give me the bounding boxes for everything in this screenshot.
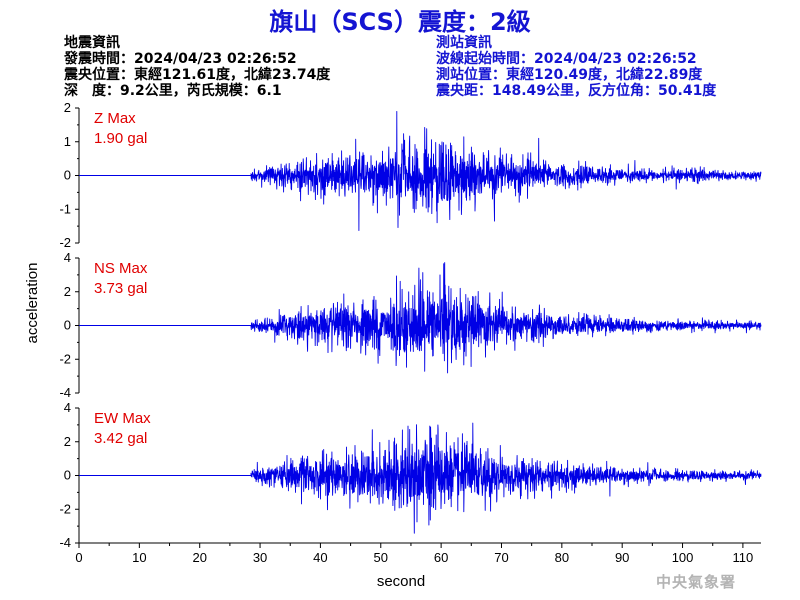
y-tick-label-z: -1: [59, 201, 71, 216]
agency-name: 中央氣象署: [656, 573, 737, 591]
x-tick-label: 50: [374, 550, 388, 565]
x-tick-label: 10: [132, 550, 146, 565]
x-axis-label: second: [377, 573, 425, 590]
y-tick-label-ns: 2: [64, 284, 71, 299]
origin-time: 發震時間：2024/04/23 02:26:52: [64, 51, 297, 67]
x-tick-label: 40: [313, 550, 327, 565]
epicentral-distance: 震央距：148.49公里，反方位角：50.41度: [436, 83, 717, 99]
x-tick-label: 110: [733, 550, 754, 565]
depth-magnitude: 深 度：9.2公里，芮氏規模：6.1: [64, 83, 282, 99]
max-label-ns: NS Max: [94, 260, 148, 277]
y-tick-label-z: 0: [64, 168, 71, 183]
waveform-ns: [79, 262, 762, 374]
chart-title: 旗山（SCS）震度：2級: [269, 8, 531, 36]
station-location: 測站位置：東經120.49度，北緯22.89度: [436, 67, 703, 83]
x-tick-label: 60: [434, 550, 448, 565]
y-axis-label: acceleration: [24, 263, 41, 344]
max-value-ns: 3.73 gal: [94, 280, 147, 297]
y-tick-label-ew: 0: [64, 468, 71, 483]
y-tick-label-ew: -4: [59, 535, 71, 550]
x-tick-label: 20: [192, 550, 206, 565]
y-tick-label-z: -2: [59, 235, 71, 250]
y-tick-label-ew: 4: [64, 400, 71, 415]
y-tick-label-ns: 0: [64, 318, 71, 333]
x-tick-label: 100: [672, 550, 694, 565]
max-value-ew: 3.42 gal: [94, 430, 147, 447]
station-info-heading: 測站資訊: [436, 35, 492, 51]
max-value-z: 1.90 gal: [94, 130, 147, 147]
y-tick-label-ew: -2: [59, 501, 71, 516]
max-label-z: Z Max: [94, 110, 136, 127]
x-tick-label: 70: [494, 550, 508, 565]
waveform-ew: [79, 422, 762, 534]
y-tick-label-ns: 4: [64, 250, 71, 265]
waveform-z: [79, 110, 762, 231]
y-tick-label-ns: -2: [59, 351, 71, 366]
x-tick-label: 30: [253, 550, 267, 565]
y-tick-label-ns: -4: [59, 385, 71, 400]
quake-info-heading: 地震資訊: [64, 35, 120, 51]
wave-start-time: 波線起始時間：2024/04/23 02:26:52: [436, 51, 697, 67]
station-info: 測站資訊 波線起始時間：2024/04/23 02:26:52 測站位置：東經1…: [436, 35, 716, 99]
y-tick-label-ew: 2: [64, 434, 71, 449]
x-tick-label: 90: [615, 550, 629, 565]
y-tick-label-z: 2: [64, 100, 71, 115]
max-label-ew: EW Max: [94, 410, 151, 427]
epicenter-location: 震央位置：東經121.61度，北緯23.74度: [64, 67, 331, 83]
quake-info: 地震資訊 發震時間：2024/04/23 02:26:52 震央位置：東經121…: [64, 35, 330, 99]
y-tick-label-z: 1: [64, 134, 71, 149]
x-tick-label: 0: [75, 550, 82, 565]
x-tick-label: 80: [555, 550, 569, 565]
